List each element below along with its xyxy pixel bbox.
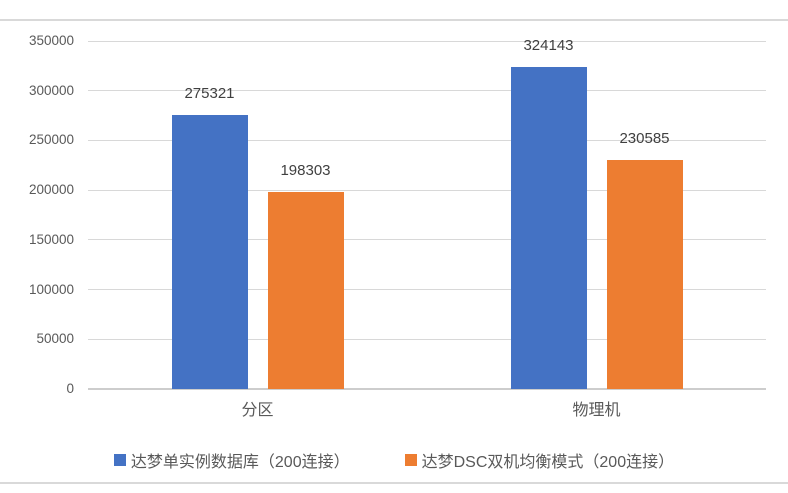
value-label-series0-分区: 275321 [184, 85, 235, 103]
bar-series0-物理机 [510, 66, 587, 389]
legend-swatch-orange-icon [404, 454, 417, 466]
x-category-label-0: 分区 [241, 402, 274, 419]
value-label-series1-物理机: 230585 [619, 129, 670, 147]
x-category-label-1: 物理机 [572, 402, 621, 419]
bottom-frame-line [0, 482, 788, 484]
gridline-50000 [88, 338, 766, 340]
legend-item-dsc-balanced: 达梦DSC双机均衡模式（200连接） [404, 448, 675, 472]
y-tick-label-250000: 250000 [28, 132, 74, 148]
gridline-250000 [88, 139, 766, 141]
y-tick-label-350000: 350000 [28, 33, 74, 48]
bar-series0-分区 [171, 115, 248, 389]
gridline-200000 [88, 189, 766, 191]
legend-label-single-instance: 达梦单实例数据库（200连接） [130, 454, 350, 471]
legend-label-dsc-balanced: 达梦DSC双机均衡模式（200连接） [421, 454, 675, 471]
legend: 达梦单实例数据库（200连接） 达梦DSC双机均衡模式（200连接） [0, 447, 788, 473]
gridline-150000 [88, 239, 766, 241]
value-label-series1-分区: 198303 [280, 161, 331, 179]
bar-series1-分区 [267, 191, 344, 389]
y-tick-label-50000: 50000 [36, 331, 74, 347]
legend-item-single-instance: 达梦单实例数据库（200连接） [113, 448, 350, 472]
gridline-100000 [88, 289, 766, 291]
y-tick-label-300000: 300000 [28, 82, 74, 98]
value-label-series0-物理机: 324143 [523, 36, 574, 54]
legend-swatch-blue-icon [113, 454, 126, 466]
gridline-350000 [88, 40, 766, 42]
y-tick-label-0: 0 [66, 381, 74, 396]
gridline-300000 [88, 90, 766, 92]
top-frame-line [0, 19, 788, 21]
x-axis-line [88, 388, 766, 390]
y-tick-label-100000: 100000 [28, 281, 74, 297]
bar-series1-物理机 [606, 159, 683, 389]
y-tick-label-200000: 200000 [28, 182, 74, 198]
y-tick-label-150000: 150000 [28, 231, 74, 247]
